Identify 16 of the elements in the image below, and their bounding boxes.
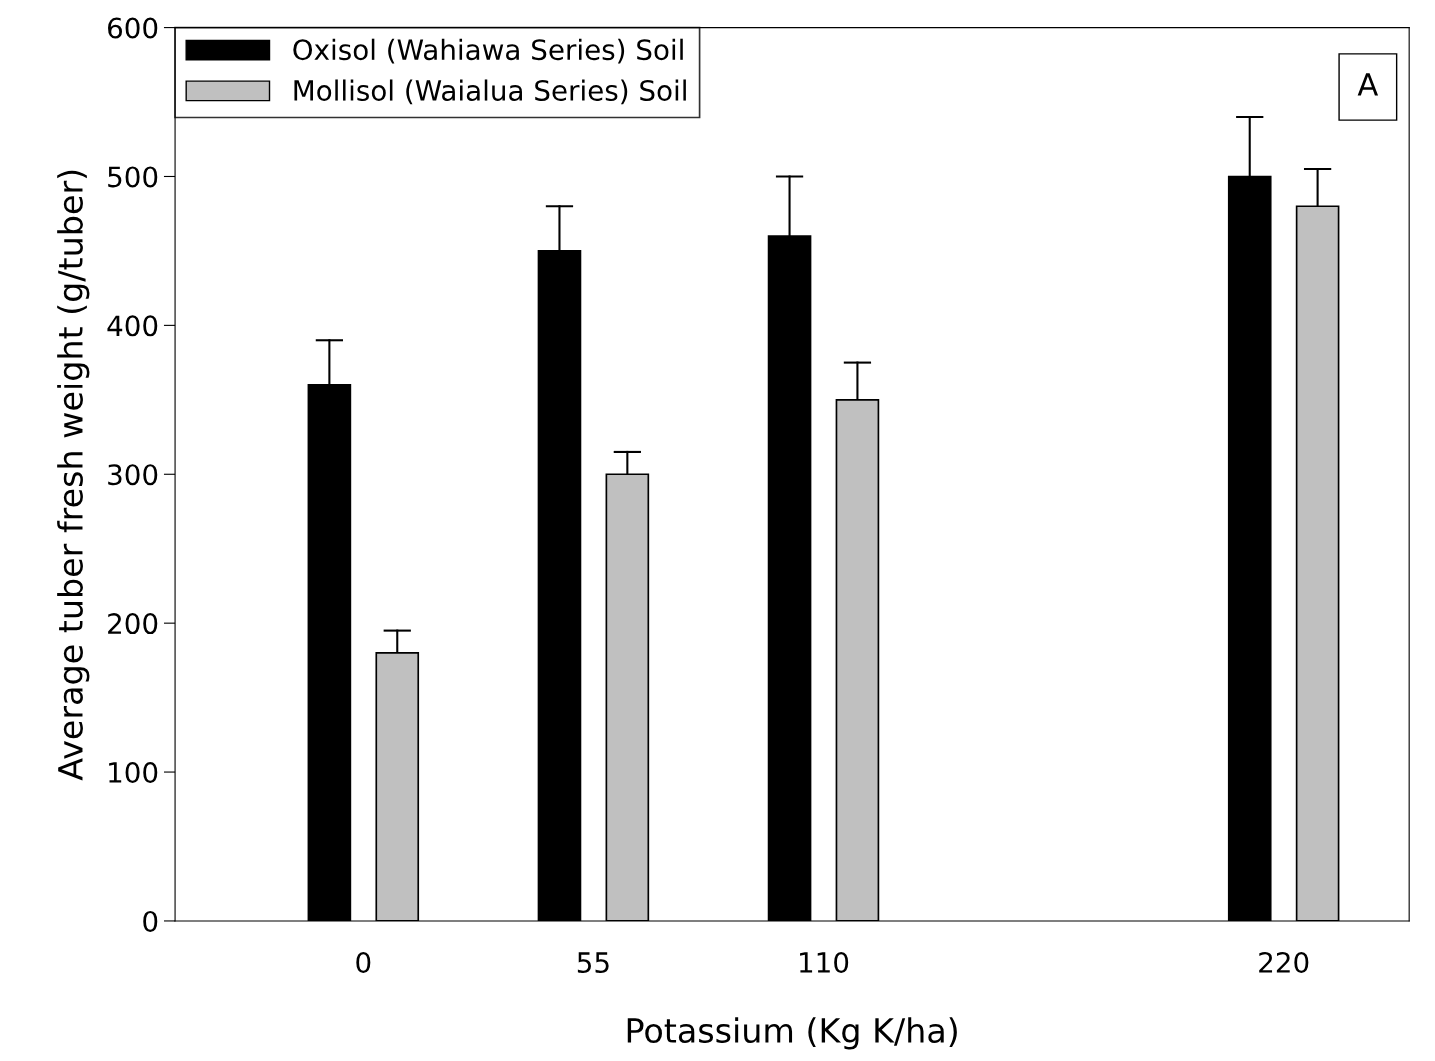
legend-label: Mollisol (Waialua Series) Soil — [294, 79, 686, 105]
y-tick-label: 300 — [108, 464, 158, 486]
x-tick-label: 55 — [577, 952, 609, 974]
x-tick-label: 220 — [1259, 951, 1309, 974]
y-axis-title: Average tuber fresh weight (g/tuber) — [57, 170, 90, 781]
x-axis-title: Potassium (Kg K/ha) — [627, 1017, 957, 1050]
y-tick-label: 500 — [108, 166, 158, 188]
legend-label: Oxisol (Wahiawa Series) Soil — [293, 38, 683, 64]
x-tick-label: 0 — [356, 951, 371, 974]
y-tick-label: 400 — [107, 315, 158, 337]
y-tick-label: 200 — [108, 613, 158, 635]
y-tick-label: 0 — [143, 910, 158, 932]
y-tick-label: 600 — [108, 17, 158, 39]
y-tick-label: 100 — [109, 761, 158, 783]
annotation: A — [1357, 73, 1379, 96]
x-tick-label: 110 — [800, 951, 849, 974]
